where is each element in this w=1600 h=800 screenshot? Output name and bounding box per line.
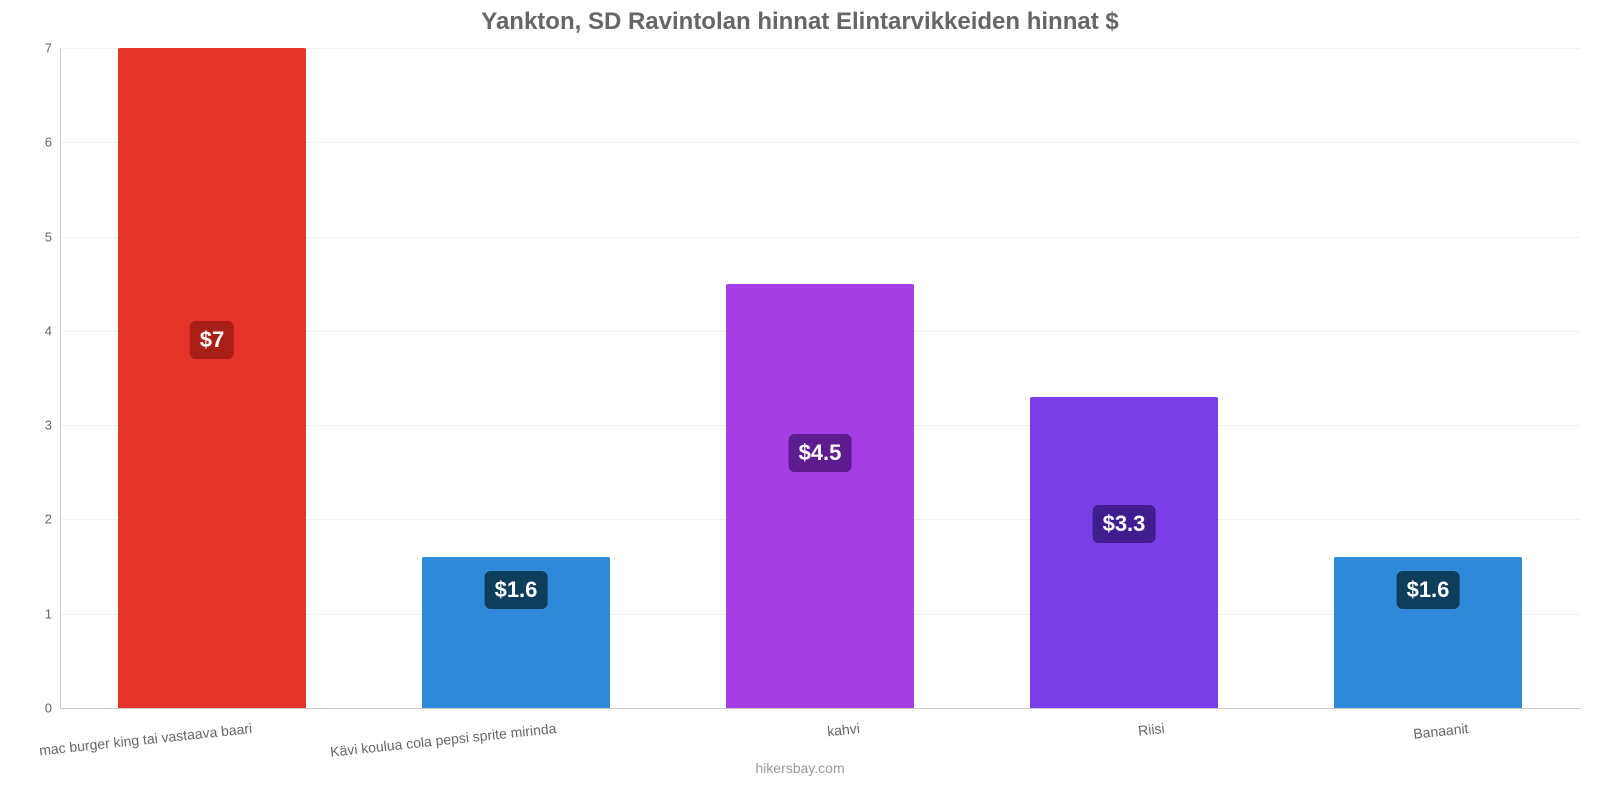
y-tick-label: 4	[45, 323, 60, 338]
y-tick-label: 2	[45, 512, 60, 527]
x-tick-label: kahvi	[827, 720, 861, 739]
x-axis-line	[60, 708, 1580, 709]
value-badge: $3.3	[1093, 505, 1156, 543]
x-tick-label: Riisi	[1137, 720, 1165, 739]
price-bar-chart: Yankton, SD Ravintolan hinnat Elintarvik…	[0, 0, 1600, 800]
y-tick-label: 3	[45, 418, 60, 433]
value-badge: $1.6	[1397, 571, 1460, 609]
bar	[1030, 397, 1218, 708]
bar	[118, 48, 306, 708]
value-badge: $1.6	[485, 571, 548, 609]
value-badge: $7	[190, 321, 234, 359]
plot-area: $7$1.6$4.5$3.3$1.6 01234567	[60, 48, 1580, 708]
y-tick-label: 0	[45, 701, 60, 716]
chart-credit: hikersbay.com	[0, 760, 1600, 776]
x-tick-label: Banaanit	[1412, 720, 1469, 742]
bar	[726, 284, 914, 708]
bars-layer: $7 $1.6 $4.5 $3.3 $1.6	[60, 48, 1580, 708]
y-tick-label: 6	[45, 135, 60, 150]
chart-title: Yankton, SD Ravintolan hinnat Elintarvik…	[0, 8, 1600, 36]
value-badge: $4.5	[789, 434, 852, 472]
x-tick-label: mac burger king tai vastaava baari	[38, 720, 253, 758]
x-tick-label: Kävi koulua cola pepsi sprite mirinda	[329, 720, 557, 760]
y-axis-line	[60, 48, 61, 708]
y-tick-label: 5	[45, 229, 60, 244]
y-tick-label: 1	[45, 606, 60, 621]
y-tick-label: 7	[45, 41, 60, 56]
